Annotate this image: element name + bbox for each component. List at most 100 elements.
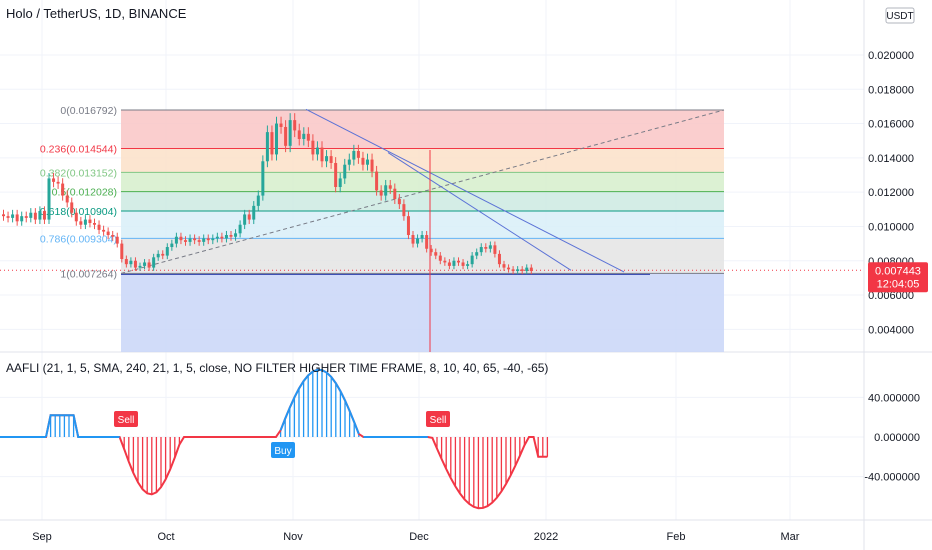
candle-body [47,178,51,220]
candle-body [270,132,274,155]
fib-zone [121,191,724,211]
candle-body [361,157,365,165]
candle-body [366,159,369,165]
fib-zone [121,172,724,192]
candle-body [466,264,470,266]
candle-body [379,190,383,196]
candle-body [120,243,124,260]
signal-badge [426,411,450,427]
candle-body [288,120,292,146]
candle-body [174,236,178,244]
candle-body [197,240,201,242]
candle-body [461,262,465,266]
candle-body [211,238,215,241]
candle-body [493,245,497,254]
fib-trend-diagonal [120,109,725,274]
candle-body [334,162,338,188]
candle-body [83,219,87,225]
candle-body [238,224,242,234]
currency-box[interactable] [885,7,915,24]
signal-badge [271,442,295,458]
candle-body [93,223,96,225]
candle-body [429,248,433,253]
candle-body [256,195,260,206]
candle-body [74,212,78,222]
price-tick-label: 0.004000 [868,324,914,336]
candle-body [329,156,333,163]
last-price-badge [868,262,928,293]
candle-body [520,269,524,272]
fib-level-label: 0.236(0.014544) [40,144,117,156]
candle-body [325,156,329,162]
candle-body [252,205,256,220]
candle-body [265,132,269,162]
candle-body [156,253,160,258]
candle-body [38,211,42,220]
candle-body [261,161,265,196]
trendline-descending [305,108,625,273]
price-tick-label: 0.006000 [868,290,914,302]
candle-body [393,188,397,200]
candle-body [284,126,288,146]
candle-body [475,252,479,256]
candle-body [170,243,174,248]
trendline-descending-inner [387,152,572,271]
candle-body [243,214,247,225]
candle-body [488,245,492,249]
price-tick-label: 0.014000 [868,153,914,165]
candle-body [42,211,46,220]
candle-body [56,181,60,184]
candle-body [6,216,10,218]
candle-body [497,253,501,265]
candle-body [388,185,392,189]
candle-body [397,199,401,205]
oscillator-tick-label: -40.000000 [864,472,920,484]
candle-body [147,262,151,268]
candle-body [97,224,101,230]
time-tick-label: Sep [32,531,52,543]
candle-body [129,260,133,265]
candle-body [447,262,451,266]
candle-body [516,269,520,272]
candle-body [88,219,92,224]
candle-body [184,240,187,242]
time-tick-label: Oct [157,531,174,543]
candle-body [143,262,147,266]
candle-body [343,164,347,179]
price-tick-label: 0.012000 [868,187,914,199]
candle-body [275,123,278,155]
signal-marker-sell[interactable]: Sell [114,411,138,427]
candle-body [356,150,360,158]
candle-body [484,247,488,249]
signal-label: Sell [430,415,447,426]
candle-body [297,130,301,139]
candle-body [370,159,374,172]
price-tick-label: 0.010000 [868,221,914,233]
candle-body [425,235,429,249]
candle-body [79,221,83,225]
candle-body [443,260,447,263]
time-tick-label: Dec [409,531,429,543]
signal-label: Buy [274,446,291,457]
candle-body [234,233,238,237]
candle-body [188,238,192,242]
candle-body [61,183,65,196]
oscillator-tick-label: 0.000000 [874,432,920,444]
oscillator-line-positive [45,414,120,438]
candle-body [202,238,206,242]
price-tick-label: 0.018000 [868,84,914,96]
signal-marker-sell[interactable]: Sell [426,411,450,427]
candle-body [124,259,128,265]
candle-body [434,252,438,256]
fib-level-label: 0.618(0.010904) [40,206,117,218]
candle-body [15,214,19,222]
candle-body [402,204,406,217]
candle-body [502,264,506,268]
signal-marker-buy[interactable]: Buy [271,442,295,458]
fib-level-label: 0(0.016792) [60,105,117,117]
candle-body [220,236,224,239]
candle-body [406,216,410,236]
candle-body [507,267,511,270]
candle-body [29,212,33,218]
